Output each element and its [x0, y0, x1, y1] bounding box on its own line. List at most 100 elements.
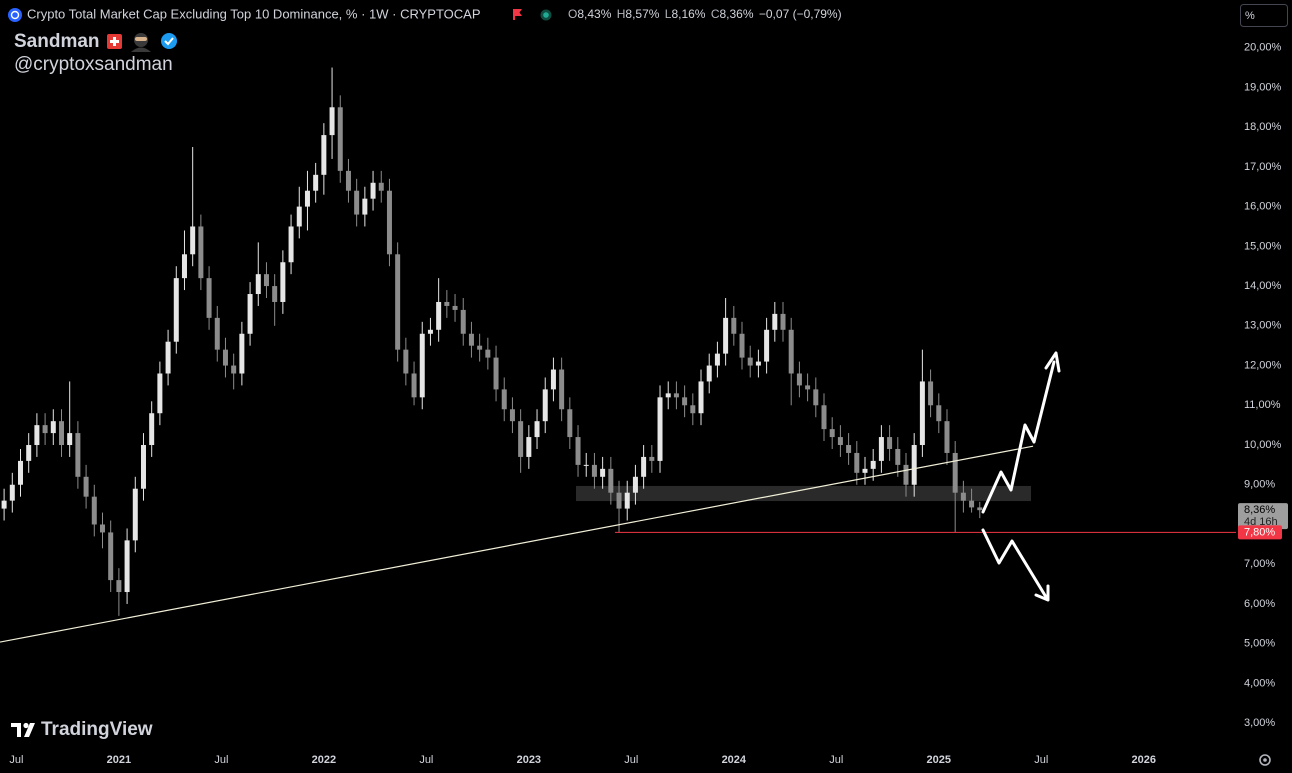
candle-body: [157, 373, 163, 414]
candle-body: [903, 464, 909, 485]
candle-body: [436, 301, 442, 330]
settings-button[interactable]: [1259, 754, 1271, 766]
candle-body: [321, 135, 327, 175]
y-tick-label: 15,00%: [1244, 240, 1282, 252]
candle-body: [567, 409, 573, 438]
candle-body: [50, 421, 56, 434]
candle-body: [780, 313, 786, 330]
x-tick-label: 2024: [722, 754, 747, 766]
candle-body: [542, 389, 548, 422]
candle-body: [477, 345, 483, 350]
x-tick-label: Jul: [1034, 754, 1048, 766]
candle-body: [231, 365, 237, 374]
candle-body: [936, 405, 942, 422]
candle-body: [116, 580, 122, 593]
candle-body: [772, 313, 778, 330]
ohlc-value: 8,57%: [625, 7, 659, 21]
candle-body: [67, 433, 73, 446]
candle-body: [460, 309, 466, 334]
y-tick-label: 18,00%: [1244, 121, 1282, 133]
candle-body: [198, 226, 204, 279]
candle-body: [878, 437, 884, 461]
y-tick-label: 6,00%: [1244, 598, 1275, 610]
candle-body: [9, 484, 15, 501]
candle-body: [641, 456, 647, 477]
plot-area: [0, 67, 1236, 643]
candle-body: [378, 182, 384, 191]
countdown-label: 4d 16h: [1244, 516, 1278, 528]
candle-body: [698, 381, 704, 414]
candle-body: [304, 190, 310, 207]
candle-body: [723, 317, 729, 354]
candle-body: [559, 369, 565, 410]
candle-body: [313, 174, 319, 191]
symbol-icon-mark: [10, 10, 20, 20]
level-label-box: [1238, 525, 1282, 540]
candle-body: [665, 393, 671, 398]
ohlc-value: 8,36%: [720, 7, 754, 21]
candle-body: [813, 389, 819, 406]
candle-body: [255, 274, 261, 295]
candle-body: [214, 317, 220, 350]
candle-body: [140, 445, 146, 489]
candle-body: [837, 437, 843, 446]
level-label: 7,80%: [1244, 526, 1275, 538]
ohlc-value: 8,16%: [671, 7, 705, 21]
candle-body: [452, 305, 458, 310]
candle-body: [690, 405, 696, 414]
ohlc-key: C: [711, 7, 720, 21]
candle-body: [427, 329, 433, 334]
candle-body: [280, 262, 286, 302]
candle-body: [485, 349, 491, 358]
y-tick-label: 16,00%: [1244, 201, 1282, 213]
candle-body: [657, 397, 663, 461]
candle-body: [764, 329, 770, 362]
ohlc-key: O: [568, 7, 577, 21]
ohlc-value: 8,43%: [577, 7, 611, 21]
ninja-eyes: [135, 37, 147, 41]
candle-body: [854, 452, 860, 473]
status-dot: [543, 12, 549, 18]
candle-body: [26, 445, 32, 461]
settings-button-center[interactable]: [1263, 758, 1267, 762]
candle-body: [206, 278, 212, 318]
scale-button-label[interactable]: %: [1245, 10, 1255, 22]
y-tick-label: 17,00%: [1244, 161, 1282, 173]
candle-body: [468, 333, 474, 346]
candle-body: [550, 369, 556, 390]
x-tick-label: Jul: [624, 754, 638, 766]
scale-button[interactable]: [1240, 4, 1288, 27]
x-tick-label: 2026: [1132, 754, 1156, 766]
candle-body: [165, 341, 171, 374]
candle-body: [616, 492, 622, 509]
candle-body: [583, 464, 589, 466]
flag-icon: [513, 9, 522, 20]
y-tick-label: 12,00%: [1244, 359, 1282, 371]
y-tick-label: 9,00%: [1244, 479, 1275, 491]
candle-body: [1, 500, 7, 509]
candle-body: [296, 206, 302, 227]
candle-body: [534, 421, 540, 438]
candle-body: [608, 468, 614, 493]
watermark: TradingView: [41, 719, 153, 740]
candle-body: [42, 425, 48, 434]
chart-title: Crypto Total Market Cap Excluding Top 10…: [27, 6, 481, 21]
candle-body: [345, 170, 351, 191]
ohlc-legend: O8,43% H8,57% L8,16% C8,36% −0,07 (−0,79…: [568, 7, 842, 21]
candle-body: [239, 333, 245, 374]
y-tick-label: 3,00%: [1244, 717, 1275, 729]
candle-body: [846, 445, 852, 453]
swiss-cross: [110, 37, 119, 46]
candle-body: [821, 405, 827, 430]
candle-body: [960, 492, 966, 501]
y-tick-label: 10,00%: [1244, 439, 1282, 451]
candle-body: [386, 190, 392, 255]
candle-body: [526, 437, 532, 457]
y-tick-label: 13,00%: [1244, 320, 1282, 332]
candle-body: [272, 286, 278, 302]
x-tick-label: 2021: [107, 754, 131, 766]
x-tick-label: Jul: [9, 754, 23, 766]
author-handle: @cryptoxsandman: [14, 54, 173, 75]
